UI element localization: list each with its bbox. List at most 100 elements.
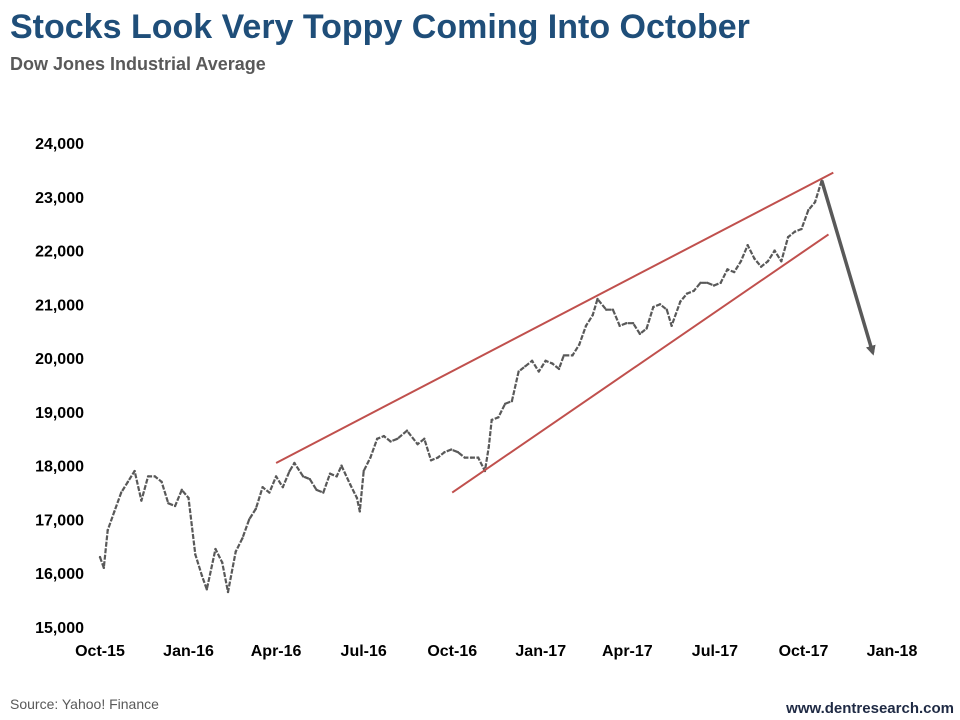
data-point: [328, 472, 332, 475]
data-point: [429, 459, 433, 462]
data-point: [584, 324, 588, 328]
data-point: [205, 588, 209, 591]
data-point: [618, 324, 621, 328]
down-arrow: [820, 180, 876, 356]
data-point: [405, 429, 409, 432]
y-tick-label: 21,000: [35, 297, 84, 314]
data-point: [699, 281, 702, 285]
data-point: [706, 281, 709, 285]
data-point: [517, 370, 520, 373]
data-point: [611, 308, 615, 311]
data-point: [773, 249, 776, 252]
page-title: Stocks Look Very Toppy Coming Into Octob…: [10, 8, 750, 46]
x-tick-label: Jan-18: [867, 643, 918, 660]
data-point: [102, 566, 106, 570]
data-point: [450, 448, 453, 451]
data-point: [578, 343, 581, 346]
data-point: [349, 483, 352, 486]
data-point: [308, 477, 311, 481]
data-point: [261, 485, 264, 489]
y-tick-label: 15,000: [35, 620, 84, 637]
data-point: [254, 507, 258, 510]
data-point: [375, 437, 379, 440]
x-tick-label: Oct-15: [75, 643, 125, 660]
data-point: [596, 297, 599, 301]
data-point: [638, 332, 642, 336]
data-point: [362, 469, 365, 473]
data-point: [194, 553, 197, 556]
data-point: [119, 491, 123, 494]
data-point: [234, 550, 237, 553]
data-point: [652, 305, 655, 309]
data-point: [503, 402, 507, 406]
x-tick-label: Jul-17: [692, 643, 738, 660]
data-point: [358, 510, 362, 513]
data-point: [719, 281, 722, 285]
data-point: [645, 327, 648, 330]
data-point: [544, 359, 547, 362]
data-point: [146, 475, 150, 478]
data-point: [221, 561, 224, 564]
data-point: [510, 399, 514, 403]
y-tick-label: 16,000: [35, 566, 84, 583]
data-point: [226, 590, 230, 594]
dow-series-line: [98, 180, 823, 594]
data-point: [315, 488, 318, 492]
data-point: [416, 442, 419, 446]
data-point: [281, 485, 285, 489]
data-point: [140, 499, 143, 502]
data-point: [126, 480, 130, 483]
data-point: [293, 461, 296, 465]
y-tick-label: 18,000: [35, 459, 84, 476]
x-tick-label: Jul-16: [341, 643, 387, 660]
data-point: [793, 230, 797, 233]
x-tick-label: Apr-16: [251, 643, 302, 660]
data-point: [780, 260, 783, 263]
data-point: [389, 440, 392, 443]
data-point: [665, 308, 669, 311]
data-point: [200, 574, 204, 578]
chart-subtitle: Dow Jones Industrial Average: [10, 54, 266, 74]
data-point: [180, 488, 183, 492]
data-point: [807, 209, 810, 212]
data-point: [355, 496, 359, 500]
x-tick-label: Jan-17: [515, 643, 566, 660]
y-tick-label: 24,000: [35, 136, 84, 153]
y-tick-label: 20,000: [35, 351, 84, 368]
data-point: [456, 451, 460, 454]
data-point: [153, 475, 157, 478]
y-tick-label: 19,000: [35, 405, 84, 422]
source-note: Source: Yahoo! Finance: [10, 696, 159, 712]
data-point: [173, 504, 177, 508]
x-tick-label: Oct-17: [779, 643, 829, 660]
data-point: [746, 243, 749, 247]
data-point: [335, 475, 338, 478]
data-point: [187, 496, 190, 500]
data-point: [692, 289, 695, 293]
data-point: [98, 555, 102, 559]
data-point: [530, 359, 534, 362]
data-point: [813, 200, 817, 204]
data-point: [537, 370, 541, 373]
data-point: [739, 260, 743, 263]
y-tick-label: 17,000: [35, 512, 84, 529]
trend-channel-line: [451, 233, 830, 494]
data-point: [551, 362, 554, 365]
y-tick-label: 23,000: [35, 190, 84, 207]
data-point: [167, 502, 170, 505]
data-point: [497, 416, 500, 419]
data-point: [247, 518, 251, 521]
data-point: [113, 510, 116, 513]
data-point: [524, 364, 527, 368]
data-point: [490, 418, 493, 422]
data-point: [214, 547, 217, 551]
data-point: [340, 464, 343, 467]
data-point: [658, 303, 662, 306]
data-point: [369, 456, 372, 459]
data-point: [322, 491, 325, 494]
data-point: [288, 469, 291, 473]
data-point: [241, 537, 244, 540]
data-point: [470, 456, 473, 459]
data-point: [732, 270, 736, 274]
